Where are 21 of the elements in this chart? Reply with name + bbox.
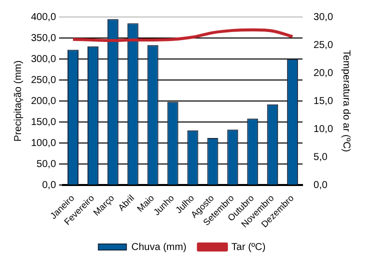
y-tick-label: 350,0 xyxy=(30,32,56,44)
y-tick-label: 400,0 xyxy=(30,12,56,23)
y2-tick-label: 25,0 xyxy=(314,40,334,51)
line-series xyxy=(72,28,294,42)
legend-label: Tar (ºC) xyxy=(231,242,266,253)
y-tick-label: 200,0 xyxy=(30,96,56,107)
y-tick-label: 300,0 xyxy=(30,54,56,65)
y2-tick-label: 10,0 xyxy=(314,124,334,135)
y2-tick-label: 15,0 xyxy=(314,96,334,107)
y2-tick-label: 5,0 xyxy=(314,152,328,163)
legend-label: Chuva (mm) xyxy=(131,242,186,253)
y2-tick-label: 20,0 xyxy=(314,68,334,79)
y-tick-label: 100,0 xyxy=(30,138,56,149)
y2-tick-label: 30,0 xyxy=(314,12,334,23)
y-tick-label: 250,0 xyxy=(30,74,56,86)
y-axis-title: Precipitação (mm) xyxy=(12,60,24,142)
y2-axis-title: Temperatura do ar (ºC) xyxy=(340,50,352,152)
y-tick-label: 50,0 xyxy=(36,158,56,170)
y-tick-label: 150,0 xyxy=(30,116,56,128)
y2-tick-label: 0,0 xyxy=(314,180,328,191)
y-tick-label: 0,0 xyxy=(42,180,56,191)
